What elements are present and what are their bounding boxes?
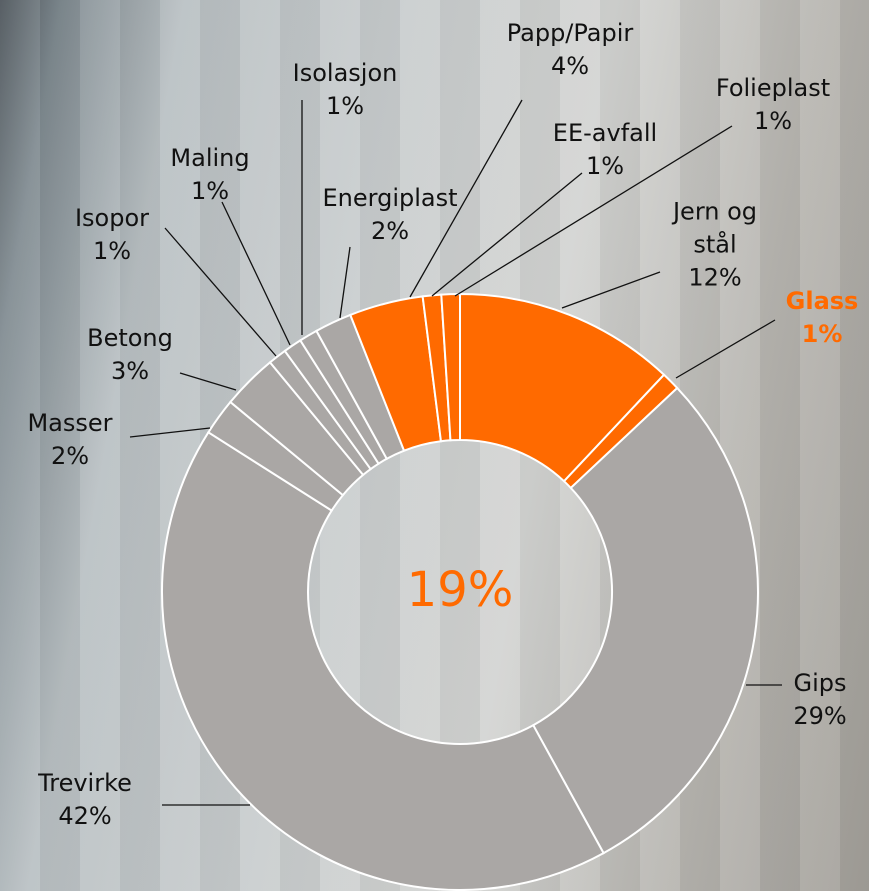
data-label: Trevirke 42% <box>38 767 132 833</box>
value-label: 1% <box>585 152 625 180</box>
category-name: Trevirke <box>38 769 132 797</box>
value-label: 1% <box>325 92 365 120</box>
value-label: 2% <box>370 217 410 245</box>
data-label: Glass 1% <box>786 285 859 351</box>
data-label: Papp/Papir 4% <box>507 17 634 83</box>
data-label: Energiplast 2% <box>322 182 457 248</box>
category-name: Jern og stål <box>672 197 758 259</box>
value-label: 1% <box>190 177 230 205</box>
category-name: Masser <box>27 409 113 437</box>
value-label: 1% <box>92 237 132 265</box>
data-label: Folieplast 1% <box>716 72 830 138</box>
value-label: 3% <box>110 357 150 385</box>
donut-slice <box>531 386 759 855</box>
leader-line <box>129 427 211 438</box>
leader-line <box>431 172 583 297</box>
data-label: Isopor 1% <box>75 202 149 268</box>
category-name: Betong <box>87 324 173 352</box>
category-name: Isopor <box>74 204 150 232</box>
data-label: Masser 2% <box>27 407 112 473</box>
donut-slice <box>161 430 605 891</box>
data-label: Gips 29% <box>793 667 846 733</box>
data-label: EE-avfall 1% <box>553 117 657 183</box>
category-name: Isolasjon <box>292 59 398 87</box>
center-label: 19% <box>407 562 514 618</box>
category-name: Energiplast <box>322 184 458 212</box>
leader-line <box>339 246 351 319</box>
data-label: Betong 3% <box>87 322 173 388</box>
value-label: 29% <box>793 702 847 730</box>
leader-line <box>221 201 291 346</box>
data-label: Isolasjon 1% <box>293 57 398 123</box>
data-label: Maling 1% <box>170 142 249 208</box>
data-label: Jern og stål 12% <box>665 196 765 295</box>
donut-slice <box>440 292 461 442</box>
leader-line <box>164 227 277 357</box>
value-label: 42% <box>58 802 112 830</box>
leader-line <box>675 319 776 379</box>
leader-line <box>454 125 733 297</box>
category-name: Gips <box>793 669 847 697</box>
category-name: Maling <box>170 144 250 172</box>
value-label: 4% <box>550 52 590 80</box>
category-name: EE-avfall <box>552 119 658 147</box>
value-label: 2% <box>50 442 90 470</box>
value-label: 1% <box>801 320 843 348</box>
category-name: Papp/Papir <box>506 19 634 47</box>
leader-line <box>409 99 523 298</box>
category-name: Folieplast <box>715 74 831 102</box>
value-label: 12% <box>688 263 742 292</box>
leader-line <box>561 271 661 309</box>
category-name: Glass <box>785 287 859 315</box>
value-label: 1% <box>753 107 793 135</box>
leader-line <box>179 372 237 391</box>
